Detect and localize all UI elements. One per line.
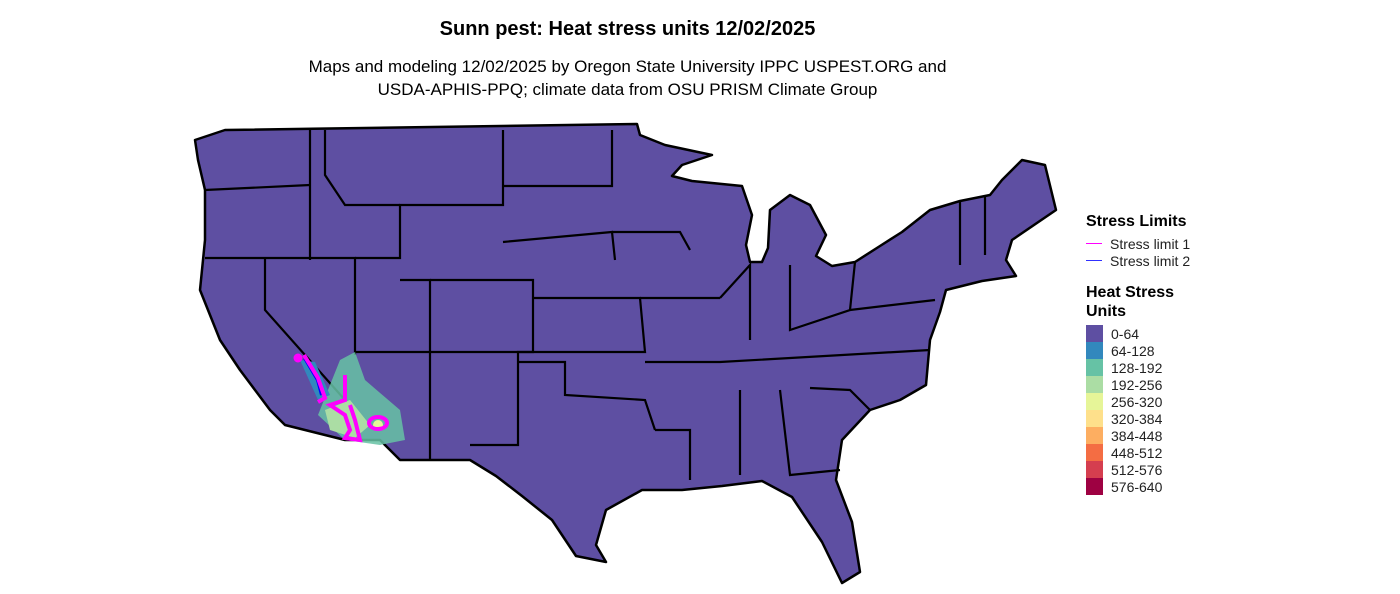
legend-bin-label: 448-512	[1111, 444, 1163, 461]
heat-stress-legend-title: Heat Stress Units	[1086, 284, 1175, 320]
legend-bin-label: 0-64	[1111, 325, 1140, 342]
legend-item-stress-limit-2: Stress limit 2	[1086, 252, 1190, 269]
legend-swatch	[1086, 359, 1103, 376]
legend-swatch	[1086, 478, 1103, 495]
map-subtitle: Maps and modeling 12/02/2025 by Oregon S…	[0, 55, 1255, 101]
legend-bin-label: 64-128	[1111, 342, 1155, 359]
legend-bin: 0-64	[1086, 325, 1162, 342]
legend-swatch	[1086, 444, 1103, 461]
legend-bin: 256-320	[1086, 393, 1162, 410]
legend-bin: 64-128	[1086, 342, 1162, 359]
legend-label: Stress limit 1	[1110, 235, 1191, 252]
subtitle-line-2: USDA-APHIS-PPQ; climate data from OSU PR…	[377, 80, 878, 99]
legend-swatch	[1086, 427, 1103, 444]
legend-bin-label: 512-576	[1111, 461, 1163, 478]
legend-bin-label: 256-320	[1111, 393, 1163, 410]
legend-swatch	[1086, 342, 1103, 359]
stress-limit-1-contour	[293, 353, 389, 443]
heat-stress-legend: 0-64 64-128 128-192 192-256 256-320 320-384 38…	[1086, 325, 1162, 495]
us-outline	[193, 122, 1058, 585]
stress-limit-1-swatch	[1086, 243, 1102, 244]
legend-bin: 128-192	[1086, 359, 1162, 376]
legend-swatch	[1086, 376, 1103, 393]
legend-bin-label: 192-256	[1111, 376, 1163, 393]
legend-swatch	[1086, 393, 1103, 410]
legend-item-stress-limit-1: Stress limit 1	[1086, 235, 1190, 252]
legend-bin: 576-640	[1086, 478, 1162, 495]
legend-bin: 384-448	[1086, 427, 1162, 444]
legend-bin-label: 128-192	[1111, 359, 1163, 376]
legend-bin-label: 576-640	[1111, 478, 1163, 495]
legend-bin: 192-256	[1086, 376, 1162, 393]
map-title: Sunn pest: Heat stress units 12/02/2025	[439, 18, 816, 40]
state-borders	[204, 130, 987, 480]
legend-bin: 512-576	[1086, 461, 1162, 478]
legend-bin: 320-384	[1086, 410, 1162, 427]
heat-stress-hotspot-southwest	[293, 352, 405, 445]
legend-bin-label: 320-384	[1111, 410, 1163, 427]
legend-swatch	[1086, 325, 1103, 342]
stress-limit-2-swatch	[1086, 260, 1102, 261]
legend-label: Stress limit 2	[1110, 252, 1191, 269]
legend-swatch	[1086, 461, 1103, 478]
legend-swatch	[1086, 410, 1103, 427]
subtitle-line-1: Maps and modeling 12/02/2025 by Oregon S…	[308, 57, 947, 76]
stress-limits-legend-title: Stress Limits	[1086, 213, 1187, 230]
legend-bin: 448-512	[1086, 444, 1162, 461]
legend-bin-label: 384-448	[1111, 427, 1163, 444]
